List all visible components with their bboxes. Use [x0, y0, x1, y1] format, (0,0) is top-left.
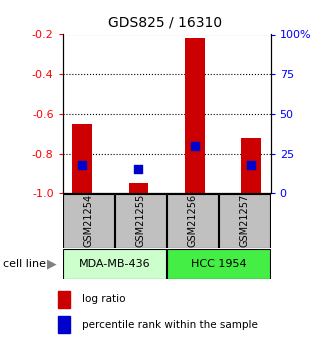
Text: ▶: ▶: [47, 257, 56, 270]
Bar: [167, 194, 218, 248]
Bar: [58, 316, 70, 333]
Bar: [167, 249, 270, 279]
Text: GSM21257: GSM21257: [240, 194, 249, 247]
Point: [80, 162, 85, 167]
Point: [136, 167, 141, 172]
Point: [248, 162, 254, 167]
Text: MDA-MB-436: MDA-MB-436: [79, 259, 150, 269]
Point: [192, 143, 197, 148]
Text: GSM21254: GSM21254: [84, 194, 94, 247]
Text: GSM21255: GSM21255: [136, 194, 146, 247]
Text: log ratio: log ratio: [82, 294, 126, 304]
Text: GDS825 / 16310: GDS825 / 16310: [108, 16, 222, 30]
Text: cell line: cell line: [3, 259, 46, 269]
Bar: [115, 194, 166, 248]
Text: GSM21256: GSM21256: [188, 194, 198, 247]
Text: HCC 1954: HCC 1954: [191, 259, 247, 269]
Bar: [63, 249, 166, 279]
Text: percentile rank within the sample: percentile rank within the sample: [82, 319, 258, 329]
Bar: [58, 291, 70, 307]
Bar: [242, 138, 261, 193]
Bar: [219, 194, 270, 248]
Bar: [63, 194, 114, 248]
Bar: [129, 183, 148, 193]
Bar: [72, 124, 92, 193]
Bar: [185, 38, 205, 193]
